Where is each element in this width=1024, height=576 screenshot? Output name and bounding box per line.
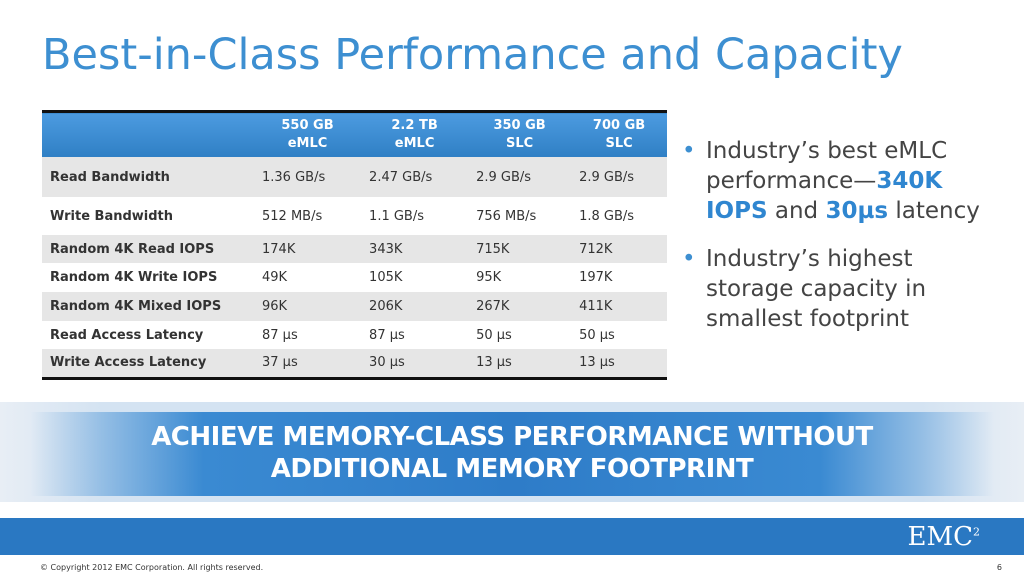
banner-line: ACHIEVE MEMORY-CLASS PERFORMANCE WITHOUT bbox=[151, 422, 873, 452]
cell: 13 µs bbox=[571, 349, 667, 378]
row: Write Access Latency 37 µs 30 µs 13 µs 13 µs bbox=[42, 349, 667, 378]
row-header: Write Bandwidth bbox=[50, 208, 174, 224]
cell: 49K bbox=[262, 270, 288, 285]
row-header: Random 4K Mixed IOPS bbox=[42, 292, 254, 321]
cell: 50 µs bbox=[579, 327, 615, 343]
header-cell: 2.2 TB eMLC bbox=[361, 111, 469, 157]
cell: 712K bbox=[571, 235, 667, 263]
cell: 37 µs bbox=[254, 349, 362, 378]
cell: 206K bbox=[361, 292, 469, 321]
row: Read Access Latency 87 µs 87 µs 50 µs 50 µs bbox=[42, 321, 667, 349]
title: Best-in-Class Performance and Capacity bbox=[42, 30, 903, 80]
spec-table: 550 GB eMLC 2.2 TB eMLC 350 GB SLC 700 GB SLC Re… bbox=[42, 110, 667, 380]
row-header: Random 4K Write IOPS bbox=[50, 270, 218, 285]
cell: 87 µs bbox=[369, 327, 405, 343]
header-cell: 550 GB eMLC bbox=[254, 111, 362, 157]
cell: 197K bbox=[579, 270, 613, 285]
cell: 1.1 GB/s bbox=[369, 208, 424, 224]
bullet: Industry’s highest storage capacity in s… bbox=[680, 244, 980, 334]
cell: 2.47 GB/s bbox=[361, 157, 469, 197]
cell: 512 MB/s bbox=[262, 208, 323, 224]
header-line: 700 GB bbox=[592, 118, 646, 133]
cell: 95K bbox=[476, 270, 502, 285]
header-line: eMLC bbox=[287, 136, 328, 151]
header-cell bbox=[42, 111, 254, 157]
logo-superscript: 2 bbox=[973, 525, 980, 539]
cell: 715K bbox=[468, 235, 572, 263]
logo-text: EMC bbox=[907, 522, 974, 552]
header-row: 550 GB eMLC 2.2 TB eMLC 350 GB SLC 700 GB SLC bbox=[42, 111, 667, 157]
row: Write Bandwidth 512 MB/s 1.1 GB/s 756 MB/s 1… bbox=[42, 197, 667, 235]
cell: 1.8 GB/s bbox=[579, 208, 635, 224]
copyright: © Copyright 2012 EMC Corporation. All ri… bbox=[40, 563, 264, 572]
cell: 96K bbox=[254, 292, 362, 321]
cell: 50 µs bbox=[476, 327, 512, 343]
bullet-text: Industry’s highest storage capacity in s… bbox=[706, 246, 927, 332]
row-header: Random 4K Read IOPS bbox=[42, 235, 254, 263]
row-header: Write Access Latency bbox=[42, 349, 254, 378]
banner-line: ADDITIONAL MEMORY FOOTPRINT bbox=[270, 454, 754, 484]
bullets: Industry’s best eMLC performance—340K IO… bbox=[680, 136, 980, 352]
cell: 174K bbox=[254, 235, 362, 263]
bullet: Industry’s best eMLC performance—340K IO… bbox=[680, 136, 980, 226]
cell: 13 µs bbox=[468, 349, 572, 378]
header-line: 550 GB bbox=[281, 118, 334, 133]
header-cell: 350 GB SLC bbox=[468, 111, 572, 157]
header-line: SLC bbox=[506, 136, 534, 151]
row: Random 4K Read IOPS 174K 343K 715K 712K bbox=[42, 235, 667, 263]
cell: 2.9 GB/s bbox=[571, 157, 667, 197]
banner: ACHIEVE MEMORY-CLASS PERFORMANCE WITHOUT… bbox=[30, 412, 994, 496]
cell: 267K bbox=[468, 292, 572, 321]
header-line: 2.2 TB bbox=[391, 118, 438, 133]
cell: 1.36 GB/s bbox=[254, 157, 362, 197]
header-line: SLC bbox=[605, 136, 633, 151]
row: Random 4K Write IOPS 49K 105K 95K 197K bbox=[42, 263, 667, 292]
logo: EMC2 bbox=[908, 522, 981, 552]
row-header: Read Access Latency bbox=[50, 327, 204, 343]
bullet-text: and bbox=[767, 198, 826, 224]
cell: 87 µs bbox=[262, 327, 298, 343]
footer-bar bbox=[0, 518, 1024, 555]
cell: 756 MB/s bbox=[476, 208, 537, 224]
row: Read Bandwidth 1.36 GB/s 2.47 GB/s 2.9 GB/s… bbox=[42, 157, 667, 197]
bullet-text: Industry’s best eMLC performance— bbox=[706, 138, 948, 194]
row: Random 4K Mixed IOPS 96K 206K 267K 411K bbox=[42, 292, 667, 321]
cell: 2.9 GB/s bbox=[468, 157, 572, 197]
header-cell: 700 GB SLC bbox=[571, 111, 667, 157]
bullet-text: latency bbox=[888, 198, 980, 224]
cell: 30 µs bbox=[361, 349, 469, 378]
emphasis: 340K IOPS bbox=[706, 168, 943, 224]
cell: 343K bbox=[361, 235, 469, 263]
header-line: 350 GB bbox=[493, 118, 546, 133]
emphasis: 30µs bbox=[825, 198, 889, 224]
cell: 411K bbox=[571, 292, 667, 321]
page-number: 6 bbox=[996, 563, 1002, 572]
row-header: Read Bandwidth bbox=[42, 157, 254, 197]
header-line: eMLC bbox=[394, 136, 435, 151]
cell: 105K bbox=[369, 270, 403, 285]
